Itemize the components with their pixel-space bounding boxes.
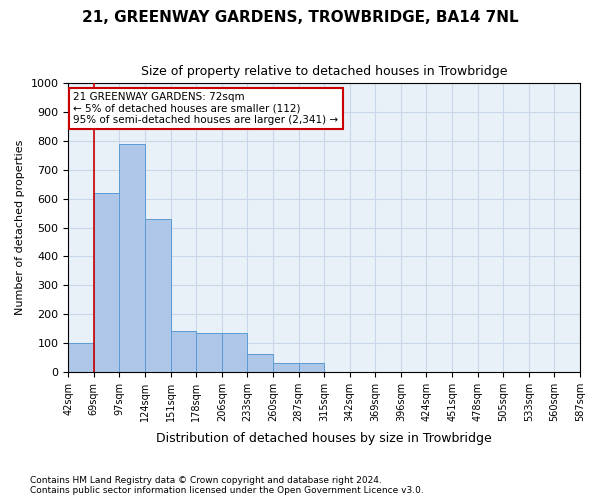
Bar [94,193,119,372]
Bar [222,333,247,372]
Y-axis label: Number of detached properties: Number of detached properties [15,140,25,315]
Text: 21, GREENWAY GARDENS, TROWBRIDGE, BA14 7NL: 21, GREENWAY GARDENS, TROWBRIDGE, BA14 7… [82,10,518,25]
Bar [119,144,145,372]
Bar [196,333,222,372]
Bar [170,332,196,372]
Text: Contains HM Land Registry data © Crown copyright and database right 2024.
Contai: Contains HM Land Registry data © Crown c… [30,476,424,495]
Title: Size of property relative to detached houses in Trowbridge: Size of property relative to detached ho… [141,65,508,78]
Bar [273,363,299,372]
Text: 21 GREENWAY GARDENS: 72sqm
← 5% of detached houses are smaller (112)
95% of semi: 21 GREENWAY GARDENS: 72sqm ← 5% of detac… [73,92,338,125]
Bar [68,343,94,372]
Bar [145,219,170,372]
Bar [247,354,273,372]
Bar [299,363,324,372]
X-axis label: Distribution of detached houses by size in Trowbridge: Distribution of detached houses by size … [156,432,492,445]
